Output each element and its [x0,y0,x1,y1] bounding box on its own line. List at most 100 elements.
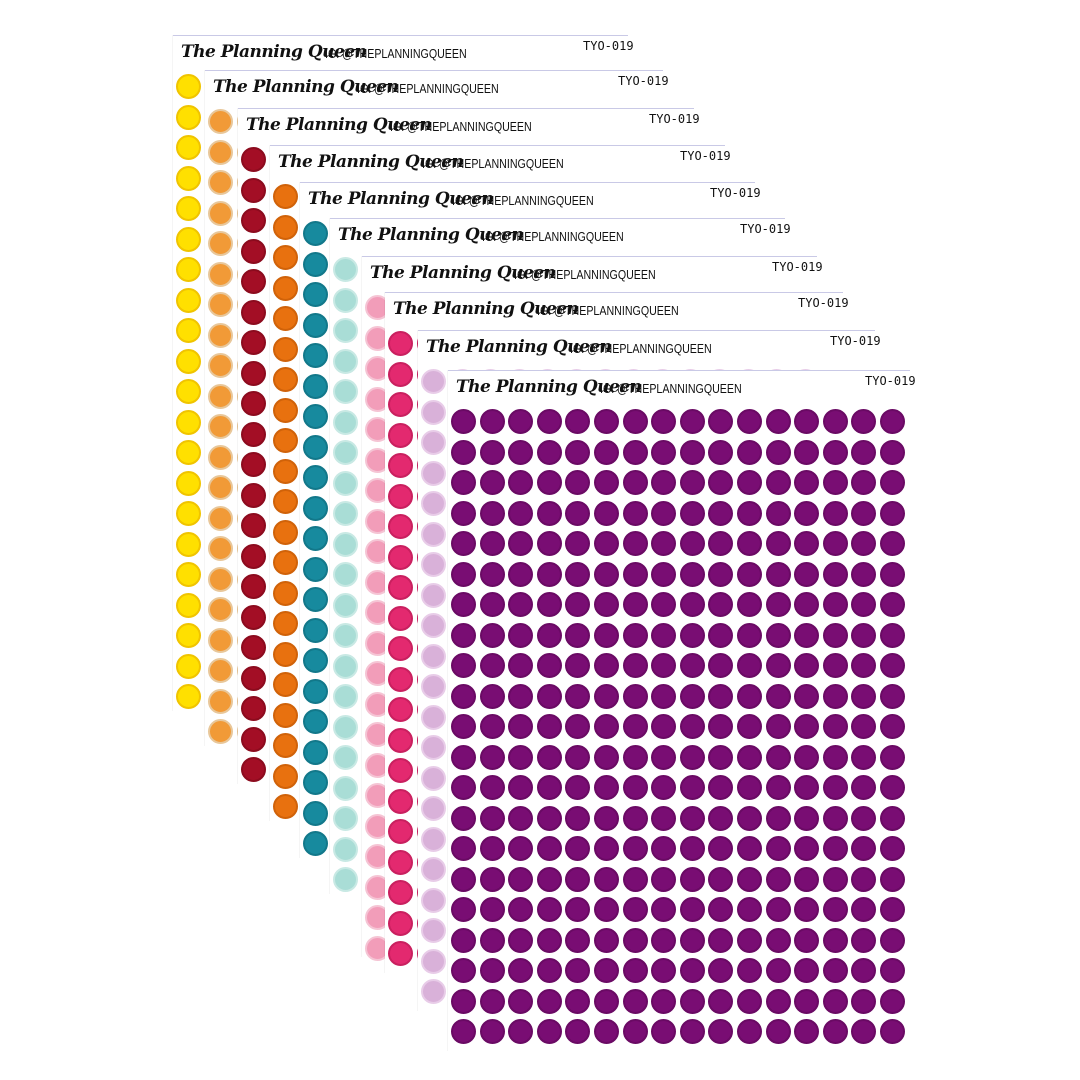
sticker-dot [208,322,233,348]
sticker-dot [880,592,905,617]
sticker-dot [794,958,820,983]
sticker-dot [508,897,534,922]
sticker-dot [765,439,791,465]
sticker-dot [479,897,505,922]
sticker-dot [536,439,562,465]
sticker-dot [880,775,905,800]
sticker-dot [822,409,848,434]
sticker-dot [765,653,791,678]
sticker-dot [208,231,233,256]
sticker-dot [679,836,705,861]
sheet-code: TYO-019 [865,374,916,388]
sticker-dot [303,312,328,338]
sticker-dot [451,683,476,709]
sheet-code: TYO-019 [830,334,881,348]
sticker-dot [794,836,820,861]
sheet-code: TYO-019 [618,74,669,88]
sticker-dot [176,592,201,618]
sticker-dot [479,561,505,587]
sticker-dot [737,470,762,495]
sticker-dot [303,343,328,368]
sticker-dot [303,556,328,582]
sticker-dot [451,897,476,922]
sticker-dot [565,470,591,495]
sticker-dot [333,592,358,618]
sticker-dot [794,775,820,800]
sticker-dot [388,453,413,478]
sticker-dot [822,714,848,739]
sticker-dot [565,653,591,678]
sticker-dot [708,744,734,770]
sticker-dot [388,727,413,753]
sticker-dot [622,866,648,892]
sticker-dot [176,684,201,709]
sticker-dot [273,428,298,453]
sticker-dot [708,653,734,678]
ig-handle: IG: @THEPLANNINGQUEEN [325,46,467,61]
sticker-dot [536,836,562,861]
sticker-dot [794,927,820,953]
sticker-dot [794,714,820,739]
sticker-dot [651,714,677,739]
sticker-dot [508,653,534,678]
sticker-dot [241,177,266,203]
sticker-dot [565,805,591,831]
sticker-dot [451,409,476,434]
sticker-dot [421,460,446,486]
sticker-dot [851,988,877,1014]
sheet-code: TYO-019 [710,186,761,200]
sticker-dot [794,409,820,434]
sticker-dot [421,735,446,760]
sticker-dot [679,866,705,892]
sticker-dot [333,867,358,892]
sticker-dot [303,587,328,612]
sticker-dot [622,744,648,770]
sticker-dot [794,988,820,1014]
sheet-code: TYO-019 [798,296,849,310]
sticker-dot [708,439,734,465]
sticker-dot [303,617,328,643]
sticker-dot [565,1019,591,1044]
sticker-dot [208,292,233,317]
sticker-dot [765,561,791,587]
sticker-dot [651,622,677,648]
sticker-dot [303,373,328,399]
sticker-dot [880,470,905,495]
sticker-dot [851,500,877,526]
sticker-dot [333,775,358,801]
sticker-dot [388,758,413,783]
sticker-dot [651,927,677,953]
sticker-dot [594,653,619,678]
sticker-dot [303,800,328,826]
sticker-dot [208,627,233,653]
sticker-dot [273,733,298,758]
sticker-dot [679,622,705,648]
sticker-dot [622,622,648,648]
sticker-dot [536,927,562,953]
sticker-dot [565,714,591,739]
sticker-dot [273,763,298,789]
sticker-dot [765,866,791,892]
ig-handle: IG: @THEPLANNINGQUEEN [600,381,742,396]
sticker-dot [388,422,413,448]
sticker-dot [241,543,266,569]
sticker-dot [479,714,505,739]
sticker-dot [241,421,266,447]
sticker-dot [851,561,877,587]
sticker-dot [333,806,358,831]
sticker-dot [303,831,328,856]
sticker-dot [822,653,848,678]
sticker-dot [651,805,677,831]
sticker-dot [594,897,619,922]
sticker-dot [880,653,905,678]
sticker-dot [241,269,266,294]
sticker-dot [880,439,905,465]
sticker-dot [765,409,791,434]
sticker-dot [508,958,534,983]
sticker-dot [303,221,328,246]
sticker-dot [822,561,848,587]
sticker-dot [273,184,298,209]
sticker-dot [333,714,358,740]
sticker-dot [822,866,848,892]
sticker-dot [765,927,791,953]
